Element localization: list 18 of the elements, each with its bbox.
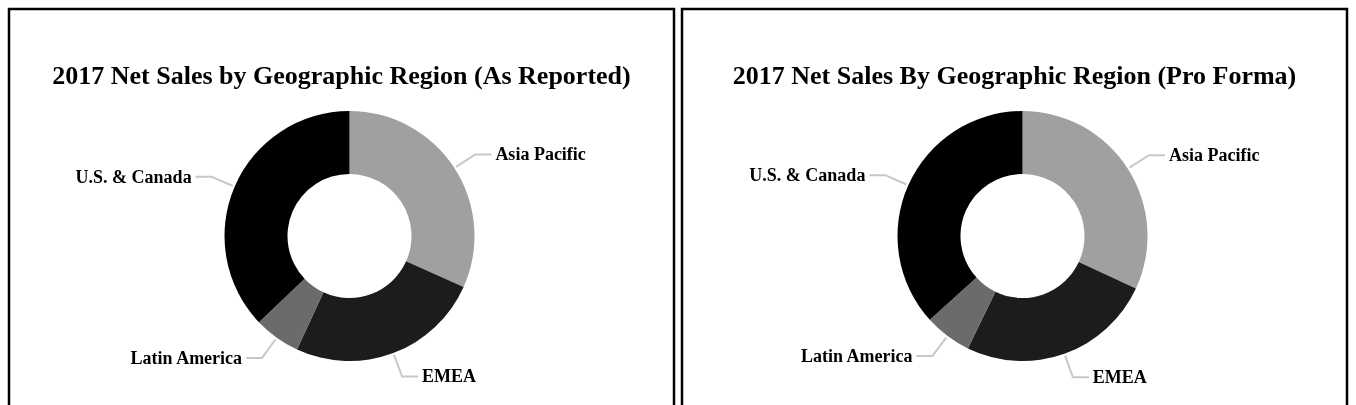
donut-slice <box>296 261 464 361</box>
slice-label: U.S. & Canada <box>75 166 192 187</box>
donut-slice <box>224 111 350 323</box>
slice-label: U.S. & Canada <box>749 165 866 186</box>
chart-title: 2017 Net Sales By Geographic Region (Pro Forma) <box>732 61 1297 90</box>
donut-slice <box>1022 111 1148 289</box>
slice-label: Latin America <box>130 347 243 368</box>
donut-slice <box>258 278 324 350</box>
slice-label: Asia Pacific <box>495 144 586 165</box>
donut-slice <box>897 111 1023 320</box>
slice-label: EMEA <box>1092 367 1147 388</box>
donut-slice <box>349 111 475 288</box>
chart-title: 2017 Net Sales by Geographic Region (As Reported) <box>52 61 631 90</box>
donut-slice <box>929 277 996 349</box>
donut-slice <box>967 262 1136 361</box>
slice-label: EMEA <box>422 366 477 387</box>
slice-label: Latin America <box>800 345 913 366</box>
slice-label: Asia Pacific <box>1168 145 1260 166</box>
